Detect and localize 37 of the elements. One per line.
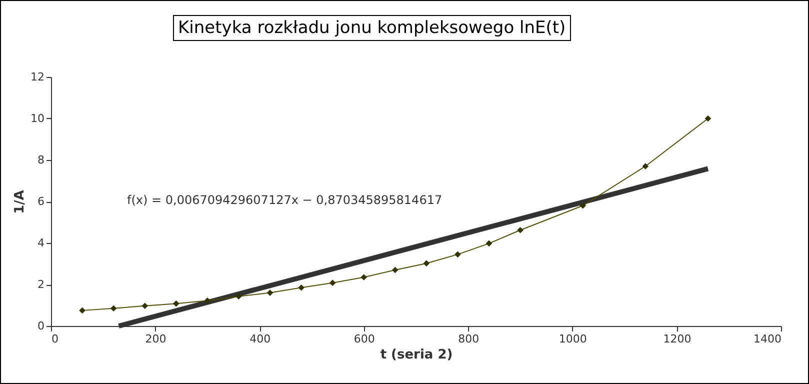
x-tick-label: 400 [250, 332, 271, 346]
point [266, 290, 274, 296]
y-tick-label: 6 [38, 195, 44, 208]
x-axis-title: t (seria 2) [380, 348, 453, 362]
point [110, 305, 117, 312]
point [172, 300, 180, 307]
x-tick-label: 600 [354, 332, 375, 346]
y-tick-label: 12 [30, 70, 44, 84]
x-tick-label: 1000 [558, 332, 587, 346]
point [580, 202, 586, 209]
y-tick-label: 4 [38, 236, 44, 250]
point [298, 284, 304, 291]
point [423, 260, 430, 266]
y-tick-label: 2 [38, 278, 44, 291]
point [360, 274, 368, 280]
point [704, 115, 712, 122]
x-tick-label: 1200 [663, 332, 692, 346]
point [142, 302, 148, 310]
x-tick-label: 0 [52, 332, 58, 346]
point [79, 307, 86, 314]
y-tick-label: 0 [38, 320, 44, 332]
chart-title: Kinetyka rozkładu jonu kompleksowego lnE(t) [173, 15, 571, 41]
point [236, 293, 242, 300]
point [642, 163, 649, 170]
annotation: f(x) = 0,006709429607127x − 0,870345895814617 [127, 193, 442, 207]
point [329, 280, 336, 286]
x-tick-label: 200 [145, 332, 166, 346]
x-tick-label: 800 [458, 332, 480, 346]
y-axis-title: 1/A [12, 190, 28, 214]
point [454, 251, 461, 258]
point [204, 298, 211, 304]
y-tick-label: 10 [30, 112, 44, 125]
point [392, 266, 398, 274]
point [517, 226, 524, 234]
y-tick-label: 8 [38, 154, 44, 166]
point [486, 240, 492, 247]
x-tick-label: 1400 [754, 332, 782, 346]
